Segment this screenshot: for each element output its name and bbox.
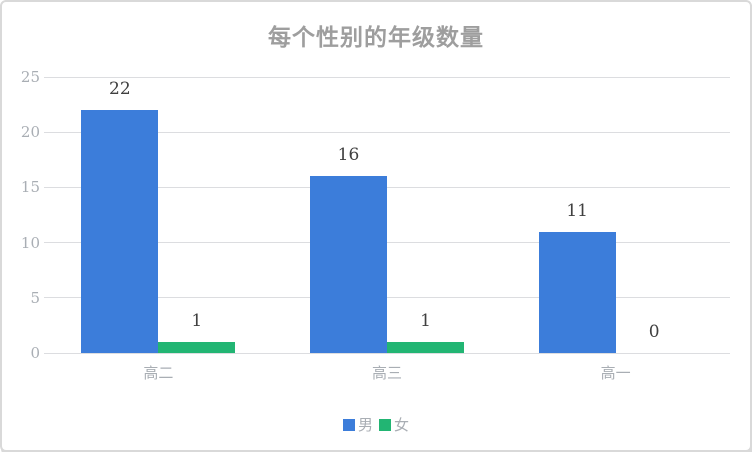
bar-value-label: 22 (109, 79, 131, 100)
x-axis-category-label: 高一 (600, 365, 631, 382)
gridline-25 (44, 76, 730, 78)
y-axis-tick-label: 25 (20, 68, 40, 86)
bar-女-高二 (158, 341, 236, 353)
y-axis-tick-label: 0 (30, 344, 40, 362)
bar-男-高二 (81, 110, 159, 353)
legend-label: 男 (357, 417, 373, 434)
legend: 男女 (2, 414, 750, 435)
legend-label: 女 (394, 417, 410, 434)
x-axis-category-label: 高二 (143, 365, 174, 382)
gridline-0 (44, 352, 730, 354)
y-axis-tick-label: 10 (20, 233, 40, 252)
legend-item-女: 女 (379, 414, 409, 435)
bar-value-label: 1 (191, 310, 203, 331)
gridline-15 (44, 186, 730, 188)
bar-value-label: 16 (337, 145, 360, 166)
gridline-5 (44, 297, 730, 299)
gridline-10 (44, 242, 730, 244)
y-axis-tick-label: 20 (20, 123, 40, 142)
gridline-20 (44, 131, 730, 133)
bar-value-label: 1 (420, 310, 431, 331)
bar-男-高三 (310, 176, 387, 353)
bar-value-label: 11 (566, 200, 588, 221)
y-axis-tick-label: 5 (30, 288, 40, 307)
bar-value-label: 0 (648, 322, 660, 342)
legend-swatch-icon (379, 418, 391, 431)
chart-title: 每个性别的年级数量 (268, 24, 484, 50)
legend-swatch-icon (342, 418, 355, 431)
x-axis-category-label: 高三 (371, 365, 402, 382)
bar-女-高三 (387, 341, 464, 353)
bar-男-高一 (538, 231, 616, 353)
y-axis-tick-label: 15 (20, 178, 40, 197)
legend-item-男: 男 (342, 414, 373, 435)
